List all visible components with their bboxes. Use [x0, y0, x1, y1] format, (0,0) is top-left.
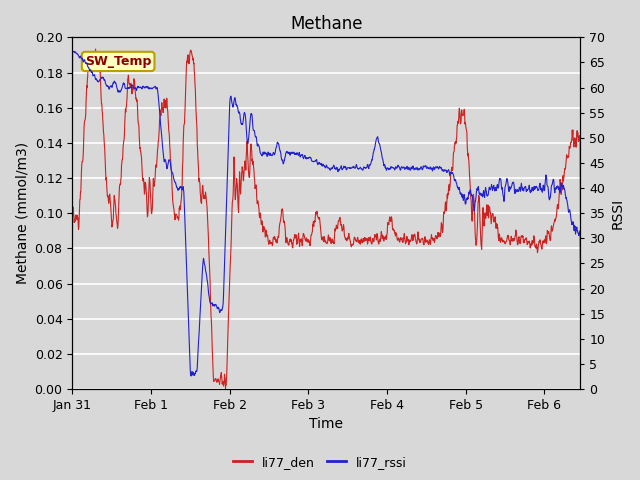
Legend: li77_den, li77_rssi: li77_den, li77_rssi [228, 451, 412, 474]
Y-axis label: RSSI: RSSI [611, 198, 625, 229]
Y-axis label: Methane (mmol/m3): Methane (mmol/m3) [15, 142, 29, 284]
X-axis label: Time: Time [309, 418, 343, 432]
Title: Methane: Methane [290, 15, 363, 33]
Text: SW_Temp: SW_Temp [85, 55, 151, 68]
